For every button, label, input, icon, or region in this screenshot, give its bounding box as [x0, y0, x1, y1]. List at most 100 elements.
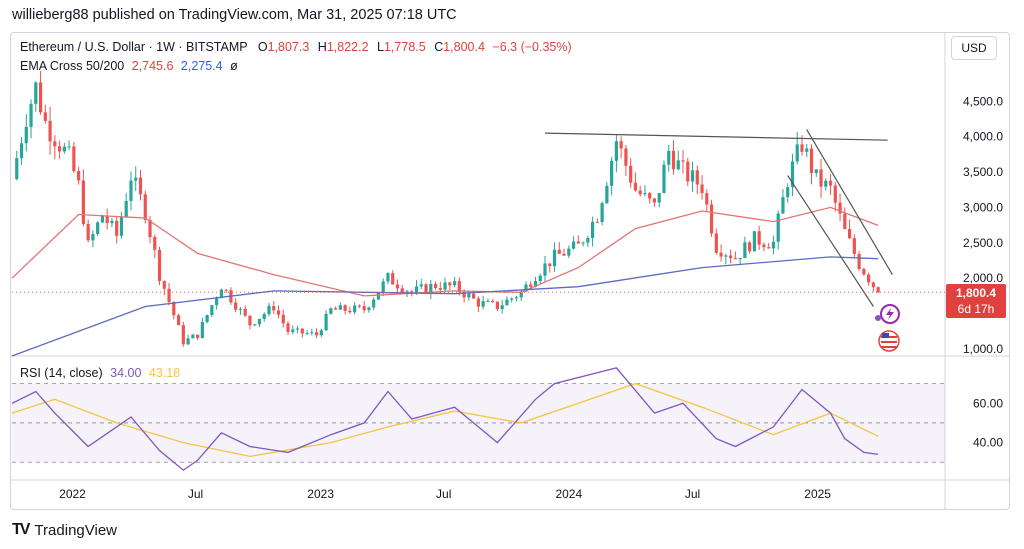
candle-body [353, 305, 357, 313]
candle-body [843, 213, 847, 230]
candle-body [319, 330, 323, 336]
candle-body [262, 314, 266, 319]
candle-body [719, 252, 723, 257]
time-tick-label: 2025 [804, 487, 831, 501]
candle-body [819, 169, 823, 187]
axes: 4,500.0 4,000.0 3,500.0 3,000.0 2,500.0 2,000… [59, 94, 1003, 501]
rsi-line [11, 367, 879, 471]
price-tick-label: 3,500.0 [963, 165, 1003, 179]
candle-body [110, 220, 114, 224]
price-badge-countdown: 6d 17h [958, 302, 995, 316]
candle-body [386, 273, 390, 282]
candle-body [338, 305, 342, 310]
candle-body [776, 213, 780, 242]
rsi-ma-value: 43.18 [148, 366, 181, 380]
price-tick-label: 1,000.0 [963, 342, 1003, 356]
candle-body [629, 165, 633, 183]
candle-body [614, 141, 618, 161]
low-value: 1,778.5 [383, 40, 426, 54]
ema-header[interactable]: EMA Cross 50/200 2,745.6 2,275.4 ø [20, 59, 238, 73]
tradingview-footer[interactable]: TV TradingView [12, 521, 117, 539]
candle-body [543, 263, 547, 276]
candle-body [586, 237, 590, 243]
candle-body [310, 332, 314, 334]
channel-upper-line [806, 129, 893, 275]
currency-button[interactable]: USD [951, 36, 997, 60]
ema-settings-icon[interactable]: ø [230, 59, 238, 73]
candle-body [828, 180, 833, 186]
candle-body [100, 215, 105, 223]
candle-body [372, 299, 376, 308]
candle-body [667, 150, 671, 165]
candle-body [19, 143, 24, 159]
candle-body [267, 306, 271, 315]
flag-stripe [881, 346, 897, 348]
candle-body [847, 229, 852, 239]
channel-lower-line [787, 175, 874, 307]
candle-body [34, 82, 38, 104]
high-value: 1,822.2 [326, 40, 369, 54]
candle-body [134, 177, 138, 181]
candle-body [567, 248, 571, 256]
lightning-icon [886, 308, 894, 320]
candle-body [29, 103, 33, 127]
candle-body [205, 315, 209, 323]
candle-body [43, 112, 47, 121]
candle-body [795, 144, 799, 162]
candle-body [491, 300, 495, 302]
candle-body [500, 305, 504, 310]
candle-body [196, 334, 200, 338]
candle-body [690, 170, 695, 182]
candle-body [538, 275, 542, 282]
candle-body [38, 82, 43, 113]
candle-body [91, 234, 95, 241]
candle-body [234, 302, 238, 310]
candle-body [62, 146, 66, 152]
time-tick-label: 2022 [59, 487, 86, 501]
candle-body [671, 150, 676, 170]
candle-body [219, 289, 223, 299]
close-value: 1,800.4 [443, 40, 485, 54]
candle-body [162, 281, 166, 289]
candle-body [781, 197, 785, 214]
candle-body [476, 298, 480, 307]
candle-body [805, 148, 809, 152]
time-tick-label: Jul [436, 487, 451, 501]
candle-body [624, 148, 628, 166]
candle-body [648, 193, 652, 199]
candle-body [443, 282, 447, 290]
rsi-header[interactable]: RSI (14, close) 34.00 43.18 [20, 366, 180, 380]
candle-body [272, 306, 276, 311]
candle-body [148, 219, 152, 237]
candle-body [519, 291, 523, 298]
candle-body [576, 241, 580, 244]
grid [10, 32, 1010, 510]
candle-body [129, 180, 133, 201]
candle-body [167, 288, 171, 302]
candle-body [467, 293, 471, 298]
sparkle-icon [875, 315, 881, 321]
rsi-value: 34.00 [110, 366, 142, 380]
candle-body [681, 160, 685, 162]
ema-label: EMA Cross 50/200 [20, 59, 125, 73]
open-label: O [257, 40, 268, 54]
rsi-label: RSI (14, close) [20, 366, 103, 380]
candle-body [495, 301, 500, 310]
candle-body [662, 164, 666, 194]
candle-body [238, 308, 243, 310]
candle-body [329, 308, 333, 314]
candle-body [724, 255, 728, 257]
candle-body [552, 249, 557, 267]
candle-body [757, 231, 761, 245]
candle-body [600, 203, 604, 223]
candle-body [138, 177, 143, 195]
candle-body [862, 268, 866, 275]
event-icons[interactable] [875, 304, 900, 352]
candle-body [172, 301, 176, 316]
candle-body [419, 284, 423, 287]
candle-body [395, 284, 400, 289]
candle-body [462, 291, 466, 298]
brand-name: TradingView [34, 521, 117, 539]
candle-body [771, 241, 776, 249]
